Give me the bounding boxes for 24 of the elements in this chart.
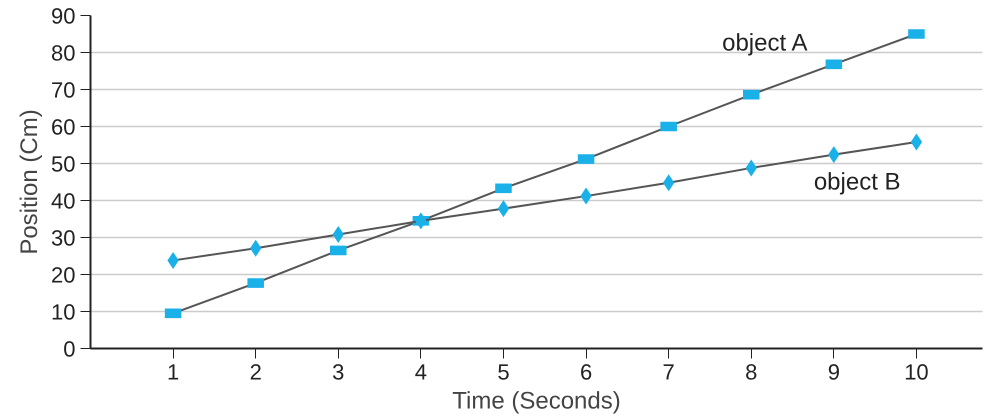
y-axis-title: Position (Cm) bbox=[16, 109, 44, 255]
x-tick-label: 6 bbox=[580, 360, 592, 384]
y-tick-label: 90 bbox=[51, 4, 76, 28]
series-label: object B bbox=[814, 168, 901, 196]
y-tick-label: 80 bbox=[51, 40, 76, 66]
x-tick-label: 2 bbox=[250, 360, 262, 384]
x-tick-label: 7 bbox=[662, 360, 675, 384]
x-tick-label: 1 bbox=[166, 360, 180, 384]
x-tick-label: 9 bbox=[828, 360, 840, 384]
y-tick-label: 0 bbox=[63, 336, 76, 362]
y-tick-label: 10 bbox=[51, 300, 76, 324]
x-tick-label: 3 bbox=[332, 360, 344, 384]
x-axis-title: Time (Seconds) bbox=[452, 388, 621, 414]
y-tick-label: 70 bbox=[51, 78, 76, 102]
y-tick-label: 50 bbox=[51, 152, 76, 176]
x-tick-label: 5 bbox=[497, 360, 510, 384]
y-tick-label: 60 bbox=[51, 114, 76, 140]
y-tick-label: 30 bbox=[51, 226, 76, 250]
series-label: object A bbox=[722, 29, 808, 56]
y-tick-label: 40 bbox=[51, 188, 76, 214]
x-tick-label: 8 bbox=[745, 360, 758, 384]
x-tick-label: 4 bbox=[414, 360, 428, 384]
x-tick-label: 10 bbox=[904, 360, 929, 384]
y-tick-label: 20 bbox=[51, 262, 76, 288]
